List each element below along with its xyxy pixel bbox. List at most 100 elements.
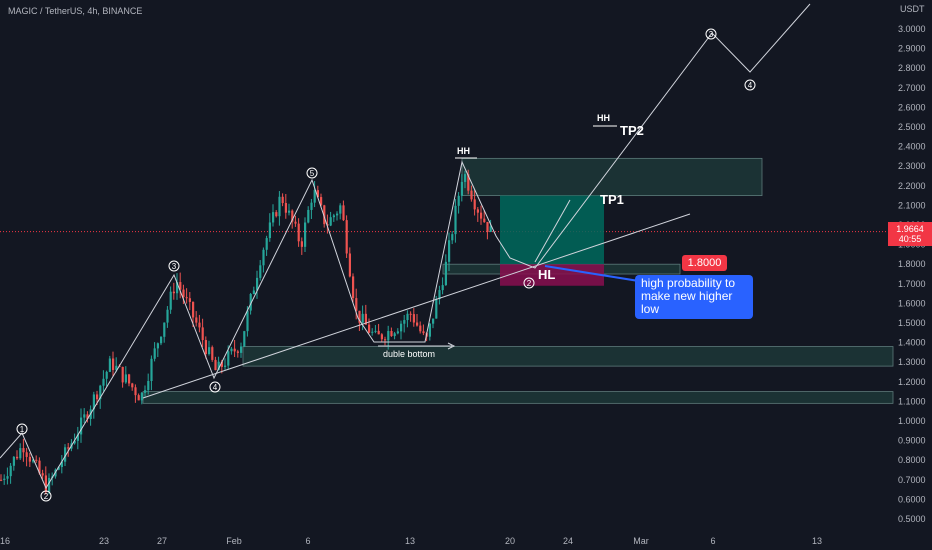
candle-body xyxy=(233,348,236,352)
candle-body xyxy=(304,222,307,247)
candle-body xyxy=(41,473,44,476)
candle-body xyxy=(224,365,227,367)
candle-body xyxy=(60,461,63,468)
candle-body xyxy=(214,359,217,371)
candle-body xyxy=(25,452,28,457)
candle-body xyxy=(246,310,249,332)
candle-body xyxy=(201,327,204,341)
y-tick-label: 1.2000 xyxy=(898,377,926,387)
wave-label: 4 xyxy=(213,383,218,392)
y-axis: USDT 3.0000 2.9000 2.8000 2.7000 2.6000 2.5000… xyxy=(898,4,926,524)
elliott-wave-path xyxy=(0,3,811,490)
candle-body xyxy=(416,322,419,326)
candle-body xyxy=(140,392,143,401)
candle-body xyxy=(332,215,335,218)
candle-body xyxy=(38,460,41,474)
hl-label: HL xyxy=(538,267,555,282)
candle-body xyxy=(44,475,47,493)
candle-body xyxy=(22,448,25,453)
candle-body xyxy=(12,456,15,466)
candle-body xyxy=(163,322,166,337)
y-tick-label: 1.1000 xyxy=(898,396,926,406)
current-price-tag: 1.9664 40:55 xyxy=(888,222,932,246)
wave-label-ring xyxy=(523,277,535,289)
supply-demand-zone xyxy=(242,346,894,367)
candle-body xyxy=(80,417,83,435)
x-tick-label: 24 xyxy=(563,536,573,546)
x-tick-label: Feb xyxy=(226,536,242,546)
x-tick-label: 13 xyxy=(405,536,415,546)
wave-label: 4 xyxy=(748,81,753,90)
x-axis: 16 23 27 Feb 6 13 20 24 Mar 6 13 xyxy=(0,536,822,546)
wave-label-ring xyxy=(168,260,180,272)
candle-body xyxy=(83,414,86,418)
candle-body xyxy=(147,380,150,391)
candle-body xyxy=(294,221,297,224)
candle-body xyxy=(265,238,268,250)
candle-body xyxy=(268,222,271,239)
candle-body xyxy=(409,313,412,315)
candle-body xyxy=(220,361,223,367)
candle-body xyxy=(412,314,415,323)
candle-body xyxy=(454,205,457,235)
candle-body xyxy=(342,205,345,221)
arrow-head xyxy=(447,342,456,350)
candle-body xyxy=(28,456,31,462)
candle-body xyxy=(368,324,371,333)
candle-body xyxy=(275,212,278,217)
candle-body xyxy=(371,331,374,333)
candle-body xyxy=(393,333,396,337)
candle-body xyxy=(19,448,22,459)
candle-body xyxy=(160,336,163,344)
supply-demand-zone xyxy=(461,157,763,197)
candle-body xyxy=(348,253,351,277)
x-tick-label: 27 xyxy=(157,536,167,546)
candle-body xyxy=(76,434,79,441)
candle-body xyxy=(144,390,147,393)
candle-body xyxy=(345,220,348,254)
candle-body xyxy=(476,209,479,213)
candle-body xyxy=(121,366,124,383)
chart-title: MAGIC / TetherUS, 4h, BINANCE xyxy=(8,6,143,16)
candle-body xyxy=(9,465,12,477)
candle-body xyxy=(112,358,115,370)
candle-body xyxy=(96,394,99,400)
candle-body xyxy=(486,222,489,232)
candle-body xyxy=(380,334,383,340)
x-tick-label: Mar xyxy=(633,536,649,546)
candle-body xyxy=(307,209,310,223)
callout-note: high probability to make new higher low xyxy=(635,275,753,319)
candle-body xyxy=(230,348,233,352)
candle-body xyxy=(150,358,153,381)
candle-body xyxy=(48,477,51,493)
y-tick-label: 1.6000 xyxy=(898,298,926,308)
candle-body xyxy=(387,330,390,341)
candle-body xyxy=(179,282,182,290)
target-zone xyxy=(500,195,604,265)
candle-body xyxy=(16,456,19,459)
candle-body xyxy=(153,348,156,359)
candle-body xyxy=(377,330,380,335)
candle-body xyxy=(211,347,214,360)
wave-label-ring xyxy=(16,423,28,435)
candle-body xyxy=(281,196,284,204)
candles xyxy=(0,169,492,495)
tp1-label: TP1 xyxy=(600,192,624,207)
candle-body xyxy=(422,331,425,334)
candle-body xyxy=(67,447,70,449)
candle-body xyxy=(64,447,67,462)
candle-body xyxy=(316,190,319,198)
wave-label: 3 xyxy=(709,30,714,39)
candle-body xyxy=(134,387,137,396)
candle-body xyxy=(374,330,377,332)
candle-body xyxy=(480,212,483,219)
trendline xyxy=(142,213,691,399)
candle-body xyxy=(428,323,431,337)
candle-body xyxy=(339,205,342,214)
candle-body xyxy=(473,199,476,210)
y-tick-label: 2.6000 xyxy=(898,102,926,112)
annotations: duble bottom 1 2 3 4 5 2 3 4 HH HH TP2 TP1 HL xyxy=(0,3,811,502)
candle-body xyxy=(336,213,339,216)
candle-body xyxy=(73,440,76,444)
